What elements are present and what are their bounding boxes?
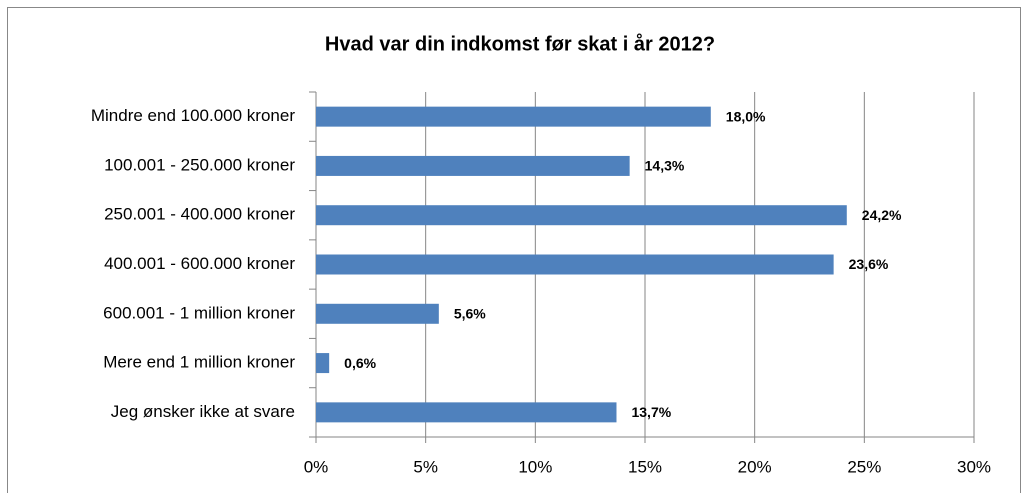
y-tick-label: 250.001 - 400.000 kroner bbox=[104, 205, 295, 224]
x-tick-label: 25% bbox=[847, 457, 881, 476]
y-tick-label: Mere end 1 million kroner bbox=[103, 353, 295, 372]
bar bbox=[316, 155, 630, 176]
x-tick-label: 5% bbox=[413, 457, 438, 476]
bar bbox=[316, 353, 330, 374]
x-tick-label: 30% bbox=[957, 457, 991, 476]
x-tick-label: 10% bbox=[518, 457, 552, 476]
y-tick-label: 100.001 - 250.000 kroner bbox=[104, 155, 295, 174]
x-tick-label: 0% bbox=[304, 457, 329, 476]
y-tick-label: 400.001 - 600.000 kroner bbox=[104, 254, 295, 273]
value-label: 18,0% bbox=[726, 108, 766, 124]
value-label: 5,6% bbox=[454, 305, 486, 321]
x-tick-label: 20% bbox=[738, 457, 772, 476]
bar bbox=[316, 205, 847, 226]
value-label: 24,2% bbox=[862, 207, 902, 223]
y-tick-label: 600.001 - 1 million kroner bbox=[103, 303, 295, 322]
bar bbox=[316, 254, 834, 275]
value-label: 23,6% bbox=[849, 256, 889, 272]
bar bbox=[316, 402, 617, 423]
bar bbox=[316, 106, 711, 127]
value-label: 0,6% bbox=[344, 355, 376, 371]
y-tick-label: Mindre end 100.000 kroner bbox=[91, 106, 295, 125]
bar bbox=[316, 303, 439, 324]
value-label: 14,3% bbox=[645, 158, 685, 174]
x-tick-label: 15% bbox=[628, 457, 662, 476]
value-label: 13,7% bbox=[631, 404, 671, 420]
y-tick-label: Jeg ønsker ikke at svare bbox=[111, 402, 295, 421]
chart-title: Hvad var din indkomst før skat i år 2012… bbox=[325, 32, 715, 55]
